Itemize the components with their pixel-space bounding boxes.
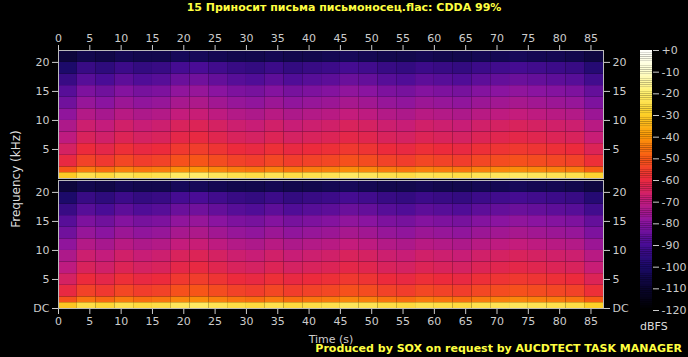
svg-text:-80: -80 [662,217,680,230]
svg-text:5: 5 [86,32,93,45]
svg-text:DC: DC [613,302,629,315]
svg-text:35: 35 [271,32,285,45]
svg-text:60: 60 [427,315,441,328]
svg-text:15: 15 [36,85,50,98]
svg-text:65: 65 [459,315,473,328]
svg-text:70: 70 [490,315,504,328]
svg-text:10: 10 [114,32,128,45]
html-text:Produced by SOX on request by: Produced by SOX on request by AUCDTECT T… [315,342,682,355]
svg-text:25: 25 [208,32,222,45]
svg-text:-100: -100 [662,261,687,274]
html-text:Frequency (kHz): Frequency (kHz) [9,130,23,228]
svg-text:+0: +0 [662,44,678,57]
svg-text:15: 15 [145,32,159,45]
svg-text:-120: -120 [662,304,687,317]
svg-text:-40: -40 [662,131,680,144]
svg-text:80: 80 [553,315,567,328]
svg-text:10: 10 [114,315,128,328]
svg-text:5: 5 [613,143,620,156]
svg-text:0: 0 [55,32,62,45]
svg-text:5: 5 [43,143,50,156]
svg-text:15: 15 [613,85,627,98]
svg-text:75: 75 [521,315,535,328]
svg-text:20: 20 [613,56,627,69]
svg-text:10: 10 [36,114,50,127]
svg-text:45: 45 [333,32,347,45]
svg-text:10: 10 [613,244,627,257]
svg-text:10: 10 [613,114,627,127]
svg-text:15: 15 [36,215,50,228]
svg-text:55: 55 [396,315,410,328]
svg-text:5: 5 [613,273,620,286]
html-text:15 Приносит письма письмоносец: 15 Приносит письма письмоносец.flac: CDD… [186,1,502,14]
svg-text:60: 60 [427,32,441,45]
svg-text:20: 20 [177,315,191,328]
svg-text:20: 20 [36,56,50,69]
html-text:dBFS: dBFS [640,320,668,333]
svg-text:65: 65 [459,32,473,45]
svg-text:20: 20 [613,186,627,199]
svg-text:85: 85 [584,315,598,328]
svg-text:-30: -30 [662,109,680,122]
svg-text:45: 45 [333,315,347,328]
svg-text:55: 55 [396,32,410,45]
svg-text:20: 20 [36,186,50,199]
svg-text:80: 80 [553,32,567,45]
svg-text:30: 30 [239,32,253,45]
svg-text:-60: -60 [662,174,680,187]
svg-text:40: 40 [302,315,316,328]
svg-text:15: 15 [145,315,159,328]
svg-text:-50: -50 [662,152,680,165]
svg-text:0: 0 [55,315,62,328]
svg-text:5: 5 [43,273,50,286]
svg-text:20: 20 [177,32,191,45]
svg-text:Time (s): Time (s) [308,332,354,346]
svg-text:70: 70 [490,32,504,45]
svg-text:5: 5 [86,315,93,328]
svg-text:25: 25 [208,315,222,328]
svg-text:75: 75 [521,32,535,45]
svg-text:-10: -10 [662,66,680,79]
svg-text:DC: DC [33,302,49,315]
svg-text:50: 50 [365,315,379,328]
svg-text:35: 35 [271,315,285,328]
svg-text:30: 30 [239,315,253,328]
svg-text:-20: -20 [662,87,680,100]
svg-text:-90: -90 [662,239,680,252]
svg-text:-110: -110 [662,282,687,295]
svg-text:10: 10 [36,244,50,257]
svg-text:85: 85 [584,32,598,45]
svg-text:-70: -70 [662,196,680,209]
svg-text:40: 40 [302,32,316,45]
svg-text:15: 15 [613,215,627,228]
svg-text:50: 50 [365,32,379,45]
